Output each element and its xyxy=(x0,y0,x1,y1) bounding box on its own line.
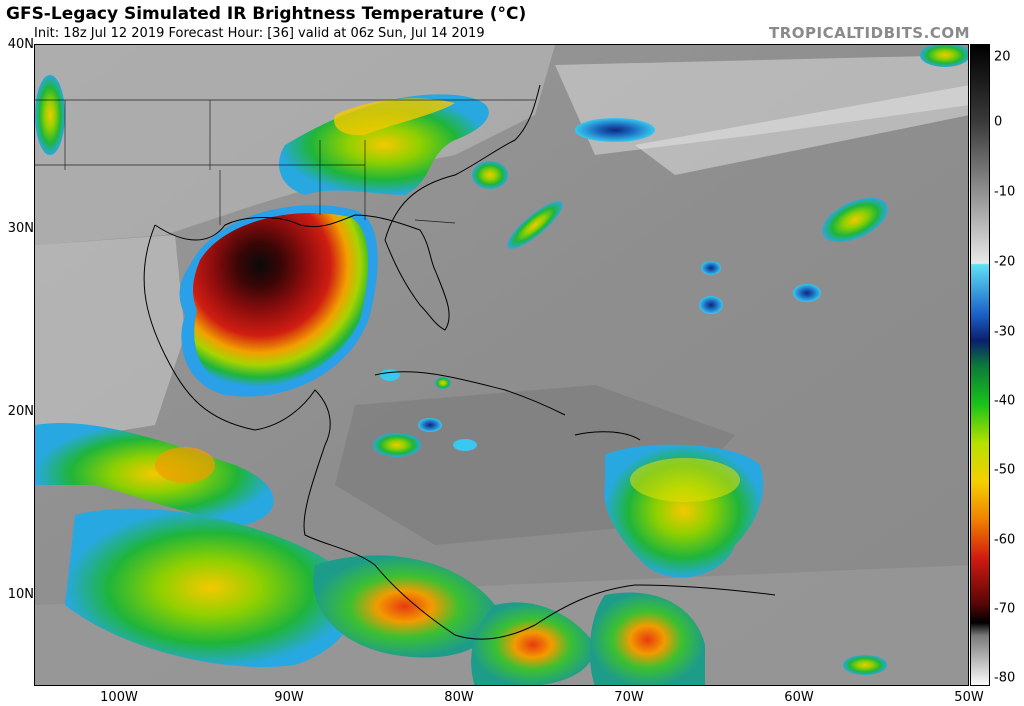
colorbar-gradient xyxy=(971,45,989,685)
lat-label-20n: 20N xyxy=(7,404,34,419)
atlantic-cloud-7 xyxy=(472,161,508,189)
map-title: GFS-Legacy Simulated IR Brightness Tempe… xyxy=(6,4,527,24)
coastlines xyxy=(143,84,776,640)
atlantic-cloud-5 xyxy=(701,261,721,275)
cirrus-streak-2 xyxy=(635,85,968,175)
south-atlantic-cell xyxy=(843,655,887,675)
lat-label-30n: 30N xyxy=(7,221,34,236)
caribbean-cell-3 xyxy=(453,439,477,451)
colorbar-label-minus10: -10 xyxy=(994,184,1016,200)
map-subtitle: Init: 18z Jul 12 2019 Forecast Hour: [36… xyxy=(34,26,485,41)
lon-label-100w: 100W xyxy=(100,690,138,705)
atlantic-cloud-2 xyxy=(507,201,563,249)
caribbean-cell-2 xyxy=(418,418,442,432)
lon-label-50w: 50W xyxy=(954,690,984,705)
lat-label-10n: 10N xyxy=(7,587,34,602)
colorbar-label-minus30: -30 xyxy=(994,324,1016,340)
lon-label-90w: 90W xyxy=(274,690,304,705)
site-credit: TROPICALTIDBITS.COM xyxy=(769,24,970,42)
colorbar-label-20: 20 xyxy=(994,49,1011,65)
mexico-land-cloud xyxy=(35,235,185,445)
ir-satellite-map xyxy=(34,44,969,686)
caribbean-cell-1 xyxy=(373,433,421,457)
cirrus-streak xyxy=(555,55,968,155)
colorbar-label-minus20: -20 xyxy=(994,254,1016,270)
convection-core xyxy=(334,98,455,136)
colorbar-label-minus40: -40 xyxy=(994,393,1016,409)
southeast-us-convection xyxy=(279,94,489,195)
hurricane-core xyxy=(193,212,369,387)
map-graphic xyxy=(35,45,968,685)
caribbean-cell-4 xyxy=(435,377,451,389)
atlantic-cloud-4 xyxy=(793,284,821,302)
colorbar-label-0: 0 xyxy=(994,114,1003,130)
atlantic-cloud-6 xyxy=(699,296,723,314)
colorbar-label-minus70: -70 xyxy=(994,601,1016,617)
colorbar xyxy=(970,44,990,686)
lon-label-60w: 60W xyxy=(784,690,814,705)
caribbean-cell-5 xyxy=(380,369,400,381)
central-america-convection xyxy=(35,423,274,525)
borders xyxy=(35,99,535,225)
west-edge-cloud xyxy=(35,75,65,155)
lat-label-40n: 40N xyxy=(7,37,34,52)
pacific-convection-1 xyxy=(65,508,356,667)
lon-label-80w: 80W xyxy=(444,690,474,705)
atlantic-cloud-3 xyxy=(822,197,888,243)
colorbar-label-minus80: -80 xyxy=(994,670,1016,686)
ne-edge-cloud xyxy=(920,45,968,67)
atlantic-cloud-1 xyxy=(575,118,655,142)
colombia-convection xyxy=(471,602,595,685)
lon-label-70w: 70W xyxy=(614,690,644,705)
colorbar-label-minus60: -60 xyxy=(994,532,1016,548)
venezuela-convection xyxy=(589,592,705,685)
central-america-core xyxy=(155,447,215,483)
colorbar-label-minus50: -50 xyxy=(994,462,1016,478)
antilles-core xyxy=(630,458,740,502)
